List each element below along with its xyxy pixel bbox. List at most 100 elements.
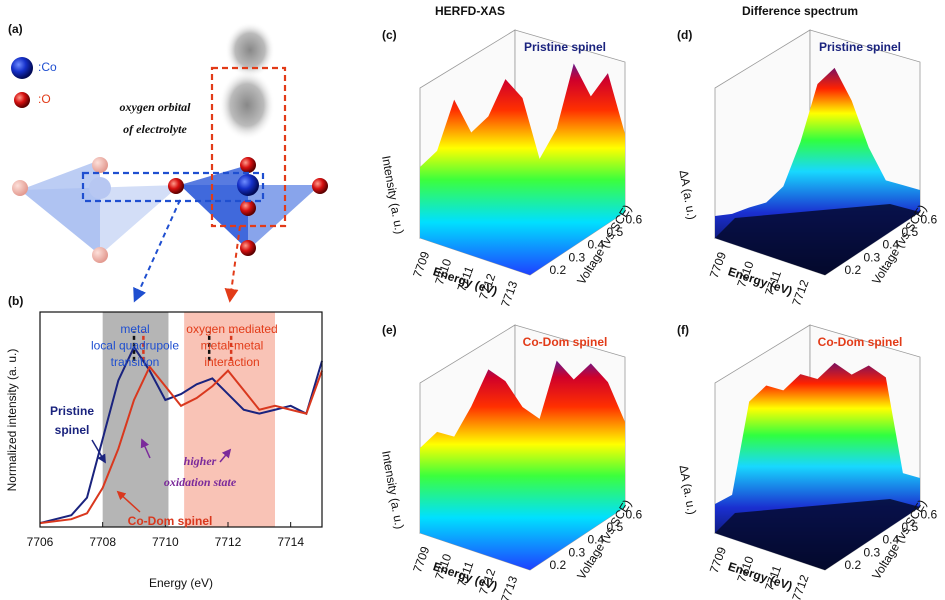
arrow [140,438,151,459]
x-tick-label: 7712 [789,278,811,308]
plot-frame [39,311,323,528]
highlight-box [81,171,265,203]
y-tick-label: 0.5 [607,520,624,534]
x-axis-label: Energy (eV) [149,576,213,590]
o-atom [168,178,184,194]
panel-title: Co-Dom spinel [523,335,608,349]
annotation: higher [184,454,217,468]
tetrahedron [180,165,248,250]
surface [420,63,625,275]
y-tick-label: 0.3 [569,545,586,559]
y-tick-label: 0.2 [550,558,567,572]
y-tick-label: 0.3 [864,250,881,264]
o-atom [12,180,28,196]
y-tick-label: 0.4 [588,238,605,252]
co-atom [89,177,111,199]
o-atom [240,200,256,216]
legend-co: :Co [38,60,57,74]
z-axis-label: ΔA (a. u.) [677,464,699,516]
arrow [224,225,241,303]
panel-label: (e) [382,323,397,337]
y-tick-label: 0.2 [845,263,862,277]
x-tick-label: 7706 [27,535,54,549]
z-axis-label: ΔA (a. u.) [677,169,699,221]
x-tick-label: 7713 [498,279,520,309]
panel-title: Pristine spinel [524,40,606,54]
annotation: oxygen mediated [186,322,277,336]
y-tick-label: 0.6 [626,507,643,521]
y-tick-label: 0.4 [883,238,900,252]
o-atom-legend [14,92,30,108]
annotation: oxygen orbital [120,100,192,114]
z-axis-label: Intensity (a. u.) [379,155,407,236]
tetrahedron [20,160,100,255]
co-atom-legend [11,57,33,79]
y-tick-label: 0.5 [902,225,919,239]
x-tick-label: 7709 [410,544,432,574]
panel-title: Co-Dom spinel [818,335,903,349]
o-atom [240,157,256,173]
annotation: Co-Dom spinel [128,514,213,528]
annotation: oxidation state [164,475,237,489]
x-tick-label: 7709 [410,249,432,279]
orbital-cloud [225,22,275,78]
y-tick-label: 0.6 [921,212,938,226]
co-atom [237,174,259,196]
x-tick-label: 7709 [707,250,729,280]
surface-floor [715,204,920,275]
arrow [133,199,181,303]
surface [420,360,625,570]
annotation: of electrolyte [123,122,187,136]
surface-floor [715,499,920,570]
y-axis-label: Normalized intensity (a. u.) [5,349,19,492]
arrow [116,490,141,513]
x-tick-label: 7713 [498,574,520,600]
x-tick-label: 7709 [707,545,729,575]
y-tick-label: 0.6 [921,507,938,521]
y-tick-label: 0.5 [902,520,919,534]
y-tick-label: 0.4 [883,533,900,547]
x-tick-label: 7710 [152,535,179,549]
z-axis-label: Intensity (a. u.) [379,450,407,531]
data-line [39,364,323,525]
legend-o: :O [38,92,51,106]
o-atom [312,178,328,194]
column-header: HERFD-XAS [435,4,505,18]
panel-label: (d) [677,28,692,42]
annotation: Pristine [50,404,94,418]
arrow [91,439,106,464]
panel-label: (b) [8,294,23,308]
panel-b: (b) Energy (eV) Normalized intensity (a.… [5,294,323,590]
annotation: transition [111,355,160,369]
panel-label: (a) [8,22,23,36]
annotation: spinel [55,423,90,437]
x-tick-label: 7712 [789,573,811,600]
arrow [219,448,232,463]
annotation: metal [120,322,149,336]
annotation: interaction [204,355,259,369]
orbital-cloud [219,70,275,140]
y-tick-label: 0.3 [569,250,586,264]
panel-title: Pristine spinel [819,40,901,54]
panel-label: (f) [677,323,689,337]
annotation: metal-metal [201,339,264,353]
highlight-box [210,66,287,228]
y-tick-label: 0.5 [607,225,624,239]
highlight-band [184,312,275,527]
y-tick-label: 0.2 [845,558,862,572]
panel-a: (a) :Co :O oxygen orbital of electrolyte [8,22,328,303]
x-tick-label: 7712 [215,535,242,549]
data-line [39,345,323,525]
o-atom [92,157,108,173]
annotation: local quadrupole [91,339,179,353]
x-tick-label: 7708 [89,535,116,549]
y-tick-label: 0.4 [588,533,605,547]
y-tick-label: 0.3 [864,545,881,559]
panel-label: (c) [382,28,397,42]
y-tick-label: 0.2 [550,263,567,277]
